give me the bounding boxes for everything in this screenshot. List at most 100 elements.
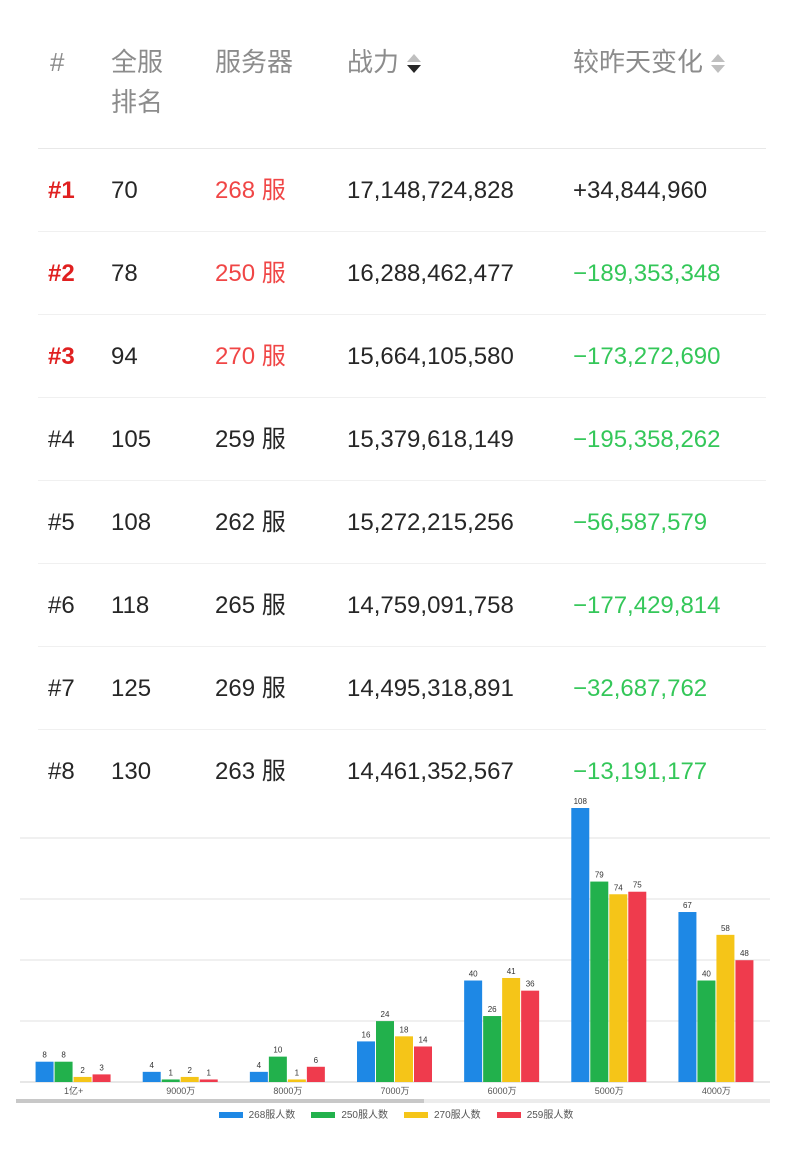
legend-item[interactable]: 259服人数 — [496, 1106, 574, 1121]
bar — [306, 1066, 325, 1082]
table-body: #1 70 268 服 17,148,724,828 +34,844,960 #2 78 25… — [0, 149, 792, 812]
rank-cell: #5 — [48, 509, 75, 536]
table-header: # 全服排名 服务器 战力 较昨天变化 — [38, 0, 766, 149]
bar — [464, 980, 483, 1082]
global-rank-cell: 70 — [111, 177, 138, 204]
bar — [199, 1079, 218, 1082]
bar — [571, 808, 590, 1082]
data-label: 3 — [99, 1063, 104, 1072]
table-row[interactable]: #4 105 259 服 15,379,618,149 −195,358,262 — [38, 398, 766, 481]
x-tick-label: 7000万 — [380, 1086, 409, 1096]
change-cell: −173,272,690 — [573, 343, 721, 370]
power-cell: 14,759,091,758 — [347, 592, 514, 619]
rank-cell: #4 — [48, 426, 75, 453]
server-cell: 265 服 — [215, 592, 286, 619]
data-label: 26 — [488, 1005, 497, 1014]
power-cell: 15,272,215,256 — [347, 509, 514, 536]
table-row[interactable]: #5 108 262 服 15,272,215,256 −56,587,579 — [38, 481, 766, 564]
header-rank: # — [50, 47, 65, 77]
data-label: 24 — [381, 1010, 390, 1019]
bar — [483, 1016, 502, 1082]
data-label: 1 — [168, 1068, 173, 1077]
global-rank-cell: 130 — [111, 758, 152, 785]
change-cell: −195,358,262 — [573, 426, 721, 453]
bar — [287, 1079, 306, 1082]
sort-icon[interactable] — [407, 52, 422, 76]
global-rank-cell: 105 — [111, 426, 152, 453]
data-label: 6 — [314, 1056, 319, 1065]
header-power[interactable]: 战力 — [347, 42, 422, 82]
data-label: 2 — [187, 1066, 192, 1075]
bar — [521, 990, 540, 1082]
legend-label: 259服人数 — [526, 1110, 574, 1121]
bar — [735, 960, 754, 1082]
legend-swatch — [311, 1112, 336, 1119]
data-label: 48 — [740, 949, 749, 958]
legend-item[interactable]: 270服人数 — [404, 1106, 481, 1121]
legend-swatch — [496, 1112, 521, 1119]
server-cell: 250 服 — [215, 260, 286, 287]
x-tick-label: 1亿+ — [64, 1085, 83, 1096]
bar — [502, 977, 521, 1082]
bar — [414, 1046, 432, 1082]
bar — [161, 1079, 180, 1082]
data-label: 1 — [295, 1068, 300, 1077]
bar — [590, 881, 609, 1082]
legend-item[interactable]: 250服人数 — [311, 1106, 388, 1121]
x-tick-label: 6000万 — [488, 1086, 517, 1096]
server-cell: 268 服 — [215, 177, 286, 204]
data-label: 41 — [507, 967, 516, 976]
data-label: 4 — [257, 1061, 262, 1070]
table-row[interactable]: #8 130 263 服 14,461,352,567 −13,191,177 — [38, 730, 766, 812]
data-label: 67 — [683, 901, 692, 910]
data-label: 58 — [721, 924, 730, 933]
header-server: 服务器 — [215, 47, 294, 77]
legend-swatch — [218, 1112, 243, 1119]
rank-cell: #2 — [48, 260, 75, 287]
bar — [678, 912, 697, 1082]
power-cell: 14,495,318,891 — [347, 675, 514, 702]
header-change[interactable]: 较昨天变化 — [573, 42, 726, 82]
server-cell: 262 服 — [215, 509, 286, 536]
table-row[interactable]: #7 125 269 服 14,495,318,891 −32,687,762 — [38, 647, 766, 730]
global-rank-cell: 118 — [111, 592, 150, 619]
bar — [716, 934, 735, 1082]
power-cell: 17,148,724,828 — [347, 177, 514, 204]
table-row[interactable]: #3 94 270 服 15,664,105,580 −173,272,690 — [38, 315, 766, 398]
scroll-thumb[interactable] — [16, 1099, 424, 1103]
x-tick-label: 5000万 — [595, 1086, 624, 1096]
legend-label: 250服人数 — [341, 1110, 388, 1121]
x-tick-label: 4000万 — [702, 1086, 731, 1096]
server-cell: 270 服 — [215, 343, 286, 370]
header-power-label: 战力 — [347, 47, 400, 77]
data-label: 4 — [149, 1061, 154, 1070]
power-cell: 16,288,462,477 — [347, 260, 514, 287]
legend-item[interactable]: 268服人数 — [218, 1106, 296, 1121]
sort-icon[interactable] — [711, 52, 726, 76]
data-label: 18 — [400, 1025, 409, 1034]
bar — [35, 1061, 54, 1082]
data-label: 14 — [419, 1035, 428, 1044]
bar — [249, 1071, 268, 1082]
power-cell: 15,664,105,580 — [347, 343, 514, 370]
table-row[interactable]: #2 78 250 服 16,288,462,477 −189,353,348 — [38, 232, 766, 315]
data-label: 10 — [273, 1046, 282, 1055]
data-label: 8 — [61, 1051, 66, 1060]
data-label: 40 — [702, 970, 711, 979]
bar — [628, 891, 647, 1082]
power-cell: 15,379,618,149 — [347, 426, 514, 453]
power-distribution-bar-chart: 8 82 31亿+41 2 19000万410168000万162418147000万4… — [16, 797, 770, 1103]
bar — [395, 1036, 413, 1082]
power-ranking-table: # 全服排名 服务器 战力 较昨天变化 #1 70 268 服 17,148,724,… — [0, 0, 792, 812]
table-row[interactable]: #1 70 268 服 17,148,724,828 +34,844,960 — [38, 149, 766, 232]
data-label: 108 — [574, 797, 588, 806]
table-row[interactable]: #6 118 265 服 14,759,091,758 −177,429,814 — [38, 564, 766, 647]
bar — [357, 1041, 375, 1082]
change-cell: +34,844,960 — [573, 177, 708, 204]
global-rank-cell: 78 — [111, 260, 138, 287]
data-label: 8 — [42, 1051, 47, 1060]
bar — [697, 980, 716, 1082]
legend-label: 268服人数 — [248, 1110, 296, 1121]
data-label: 79 — [595, 871, 604, 880]
x-tick-label: 9000万 — [166, 1086, 195, 1096]
